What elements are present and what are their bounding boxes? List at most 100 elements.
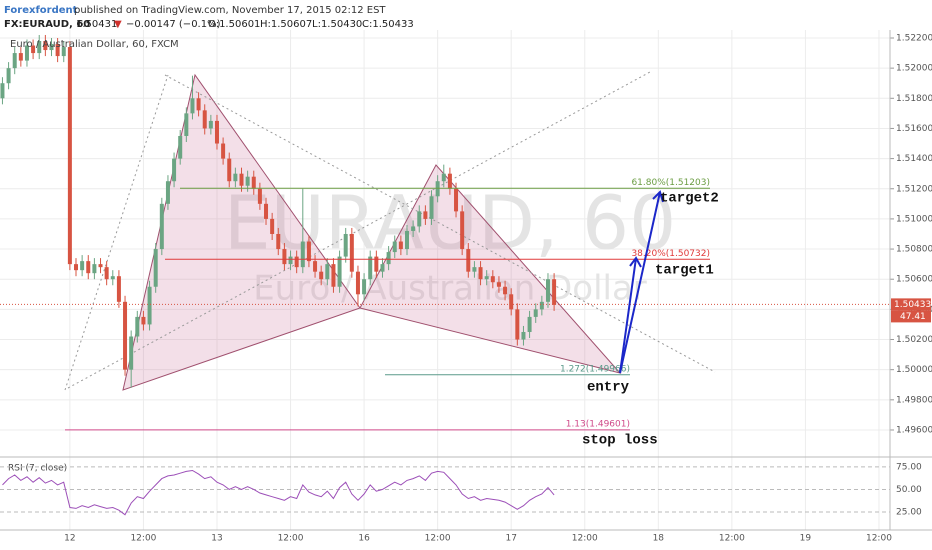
candle-body bbox=[374, 256, 379, 272]
y-tick-label: 1.51800 bbox=[896, 94, 932, 104]
candle-body bbox=[460, 211, 465, 250]
symbol: FX:EURAUD, 60 bbox=[4, 19, 90, 30]
y-tick-label: 1.51400 bbox=[896, 154, 932, 164]
candle-body bbox=[331, 264, 336, 287]
x-tick-label: 13 bbox=[211, 534, 222, 544]
rsi-pane: 25.00 50.00 75.00 bbox=[0, 462, 922, 517]
candle-body bbox=[184, 113, 189, 136]
candle-body bbox=[515, 309, 520, 340]
fib-level-label: 38.20%(1.50732) bbox=[631, 249, 710, 259]
x-tick-label: 17 bbox=[505, 534, 516, 544]
candle-body bbox=[417, 211, 422, 227]
candle-body bbox=[129, 336, 134, 370]
y-tick-label: 1.50200 bbox=[896, 335, 932, 345]
rsi-line bbox=[2, 469, 555, 516]
y-tick-label: 1.50600 bbox=[896, 275, 932, 285]
published-note: published on TradingView.com, November 1… bbox=[74, 5, 386, 16]
y-tick-label: 1.49800 bbox=[896, 395, 932, 405]
candle-body bbox=[313, 261, 318, 272]
candle-body bbox=[325, 264, 330, 280]
ohlc-high: H:1.50607 bbox=[260, 19, 312, 30]
last-price-box bbox=[891, 298, 931, 311]
candle-body bbox=[380, 264, 385, 272]
candle-body bbox=[533, 309, 538, 317]
candle-body bbox=[319, 271, 324, 280]
candle-body bbox=[153, 249, 158, 287]
candle-body bbox=[221, 143, 226, 159]
x-tick-label: 12:00 bbox=[425, 534, 451, 544]
candle-body bbox=[270, 218, 275, 234]
x-tick-label: 16 bbox=[358, 534, 370, 544]
symbol-line: FX:EURAUD, 60 1.50431 ▼ −0.00147 (−0.1%)… bbox=[4, 19, 414, 30]
candle-body bbox=[49, 44, 54, 51]
candle-body bbox=[0, 83, 5, 99]
candle-body bbox=[202, 110, 207, 129]
candle-body bbox=[24, 45, 29, 61]
candle-body bbox=[276, 233, 281, 250]
watermark-subtitle: Euro / Australian Dollar bbox=[253, 269, 647, 309]
candle-body bbox=[190, 98, 195, 114]
candle-body bbox=[429, 196, 434, 219]
candle-body bbox=[478, 267, 483, 280]
annotation: target1 bbox=[655, 263, 714, 279]
y-tick-label: 1.52200 bbox=[896, 33, 932, 43]
candle-body bbox=[337, 256, 342, 287]
publisher[interactable]: Forexfordent bbox=[4, 5, 78, 16]
candle-body bbox=[306, 241, 311, 262]
y-tick-label: 1.51000 bbox=[896, 214, 932, 224]
candle-body bbox=[135, 316, 140, 337]
candle-body bbox=[55, 44, 60, 57]
candle-body bbox=[552, 279, 557, 305]
candle-body bbox=[484, 276, 489, 280]
candle-body bbox=[251, 176, 256, 189]
candle-body bbox=[123, 301, 128, 370]
candle-body bbox=[31, 45, 36, 54]
change-arrow: ▼ bbox=[114, 19, 122, 30]
annotation: target2 bbox=[660, 191, 719, 207]
x-tick-label: 12:00 bbox=[278, 534, 304, 544]
ohlc-low: L:1.50430 bbox=[312, 19, 362, 30]
candle-body bbox=[80, 261, 85, 271]
rsi-tick-label: 50.00 bbox=[896, 485, 922, 495]
candle-body bbox=[368, 256, 373, 280]
y-tick-label: 1.50800 bbox=[896, 245, 932, 255]
y-tick-label: 1.51600 bbox=[896, 124, 932, 134]
candle-body bbox=[61, 47, 66, 57]
candle-body bbox=[264, 203, 269, 219]
countdown-box bbox=[891, 310, 931, 323]
watermark: EURAUD, 60 bbox=[224, 181, 676, 267]
candle-body bbox=[454, 188, 459, 212]
candle-body bbox=[490, 276, 495, 283]
candle-body bbox=[398, 241, 403, 250]
arrow-target2 bbox=[619, 190, 664, 374]
x-tick-label: 12:00 bbox=[719, 534, 745, 544]
candle-body bbox=[12, 53, 17, 69]
candle-body bbox=[196, 98, 201, 111]
candle-body bbox=[141, 316, 146, 325]
candle-body bbox=[300, 241, 305, 268]
rsi-tick-label: 25.00 bbox=[896, 507, 922, 517]
candle-body bbox=[214, 120, 219, 144]
candle-body bbox=[521, 331, 526, 340]
candle-body bbox=[441, 173, 446, 182]
dotted-line bbox=[164, 74, 716, 373]
x-tick-label: 12 bbox=[64, 534, 75, 544]
candle-body bbox=[37, 41, 42, 54]
x-tick-label: 12:00 bbox=[572, 534, 598, 544]
candle-body bbox=[282, 249, 287, 265]
candle-body bbox=[349, 233, 354, 272]
candle-body bbox=[404, 230, 409, 250]
candle-body bbox=[208, 120, 213, 129]
ohlc-open: O:1.50601 bbox=[208, 19, 260, 30]
pattern-xab bbox=[122, 73, 361, 391]
candle-body bbox=[447, 173, 452, 189]
arrows bbox=[619, 190, 664, 374]
candle-body bbox=[466, 249, 471, 272]
candle-body bbox=[86, 261, 91, 274]
y-tick-label: 1.50000 bbox=[896, 365, 932, 375]
last-price-label: 1.50433 bbox=[894, 300, 931, 310]
annotations: target2 target1 entry stop loss bbox=[582, 191, 719, 449]
ohlc-close: C:1.50433 bbox=[362, 19, 414, 30]
candle-body bbox=[43, 41, 48, 51]
